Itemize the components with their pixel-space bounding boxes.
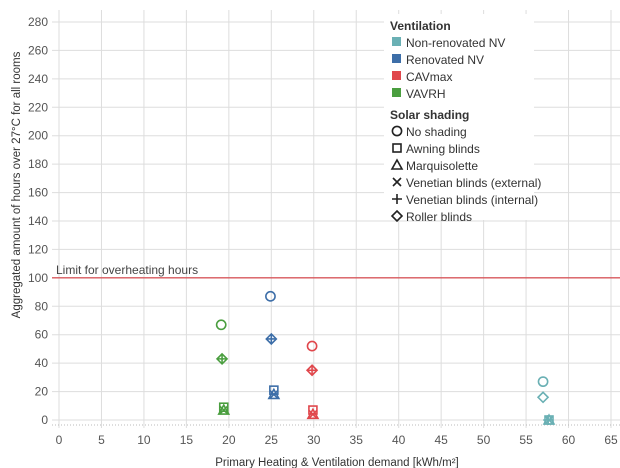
y-tick-label: 120 xyxy=(28,242,48,256)
y-tick-label: 20 xyxy=(35,385,49,399)
legend-entry-label: Venetian blinds (internal) xyxy=(406,193,538,207)
y-tick-label: 100 xyxy=(28,271,48,285)
x-tick-label: 50 xyxy=(477,433,491,447)
legend-shape-marker xyxy=(391,125,403,137)
y-tick-label: 280 xyxy=(28,15,48,29)
legend-title: Solar shading xyxy=(390,108,469,122)
legend-entry-label: Roller blinds xyxy=(406,210,472,224)
data-point xyxy=(308,409,318,419)
legend-entry-label: Marquisolette xyxy=(406,159,478,173)
legend-shape-marker xyxy=(392,177,402,187)
data-point xyxy=(307,365,318,376)
legend-color-swatch xyxy=(392,37,401,46)
data-point xyxy=(267,387,281,400)
legend-background xyxy=(384,14,534,220)
x-tick-label: 65 xyxy=(604,433,618,447)
y-tick-label: 80 xyxy=(35,299,49,313)
legend-entry-label: VAVRH xyxy=(406,87,446,101)
data-point xyxy=(269,389,279,399)
y-tick-label: 200 xyxy=(28,129,48,143)
x-tick-label: 20 xyxy=(222,433,236,447)
legend-shape-marker xyxy=(390,209,404,223)
y-tick-label: 0 xyxy=(41,413,48,427)
y-tick-label: 40 xyxy=(35,356,49,370)
overheating-limit-label: Limit for overheating hours xyxy=(56,263,198,277)
x-tick-label: 45 xyxy=(434,433,448,447)
data-point xyxy=(537,376,549,388)
legend-title: Ventilation xyxy=(390,19,451,33)
y-tick-label: 160 xyxy=(28,186,48,200)
legend-shape-marker xyxy=(392,143,402,153)
x-tick-label: 25 xyxy=(265,433,279,447)
x-tick-label: 35 xyxy=(350,433,364,447)
legend-color-swatch xyxy=(392,88,401,97)
x-tick-label: 60 xyxy=(562,433,576,447)
legend-entry-label: Renovated NV xyxy=(406,53,484,67)
data-point xyxy=(543,415,554,425)
y-tick-label: 140 xyxy=(28,214,48,228)
data-point xyxy=(219,405,229,415)
data-point xyxy=(217,403,231,415)
x-tick-label: 10 xyxy=(137,433,151,447)
data-points-layer xyxy=(215,290,556,425)
legend-shape-marker xyxy=(392,194,402,204)
legend-shape-marker xyxy=(390,158,404,170)
x-tick-label: 5 xyxy=(98,433,105,447)
legend: Ventilation Non-renovated NV Renovated NV C… xyxy=(384,14,541,224)
x-axis-title: Primary Heating & Ventilation demand [kW… xyxy=(215,457,459,468)
data-point xyxy=(536,391,550,404)
legend-entry-label: Venetian blinds (external) xyxy=(406,176,541,190)
legend-color-swatch xyxy=(392,71,401,80)
data-point xyxy=(265,332,278,346)
y-tick-label: 180 xyxy=(28,157,48,171)
legend-entry-label: Non-renovated NV xyxy=(406,36,505,50)
y-tick-label: 260 xyxy=(28,43,48,57)
x-tick-label: 30 xyxy=(307,433,321,447)
legend-color-swatch xyxy=(392,54,401,63)
reference-line-layer: Limit for overheating hours xyxy=(52,263,620,279)
data-point xyxy=(218,402,229,413)
x-tick-label: 55 xyxy=(519,433,533,447)
legend-entry-label: CAVmax xyxy=(406,70,452,84)
y-tick-label: 220 xyxy=(28,100,48,114)
data-point xyxy=(265,290,276,302)
legend-entry-label: No shading xyxy=(406,125,467,139)
legend-entry-label: Awning blinds xyxy=(406,142,480,156)
x-tick-label: 40 xyxy=(392,433,406,447)
data-point xyxy=(215,319,227,331)
data-point xyxy=(266,333,277,344)
y-axis-title: Aggregated amount of hours over 27°C for… xyxy=(11,51,23,318)
y-tick-label: 60 xyxy=(35,328,49,342)
x-tick-label: 15 xyxy=(180,433,194,447)
data-point xyxy=(306,407,320,420)
data-point xyxy=(217,353,228,364)
x-tick-label: 0 xyxy=(56,433,63,447)
data-point xyxy=(215,352,229,366)
y-tick-label: 240 xyxy=(28,72,48,86)
data-point xyxy=(306,340,318,352)
